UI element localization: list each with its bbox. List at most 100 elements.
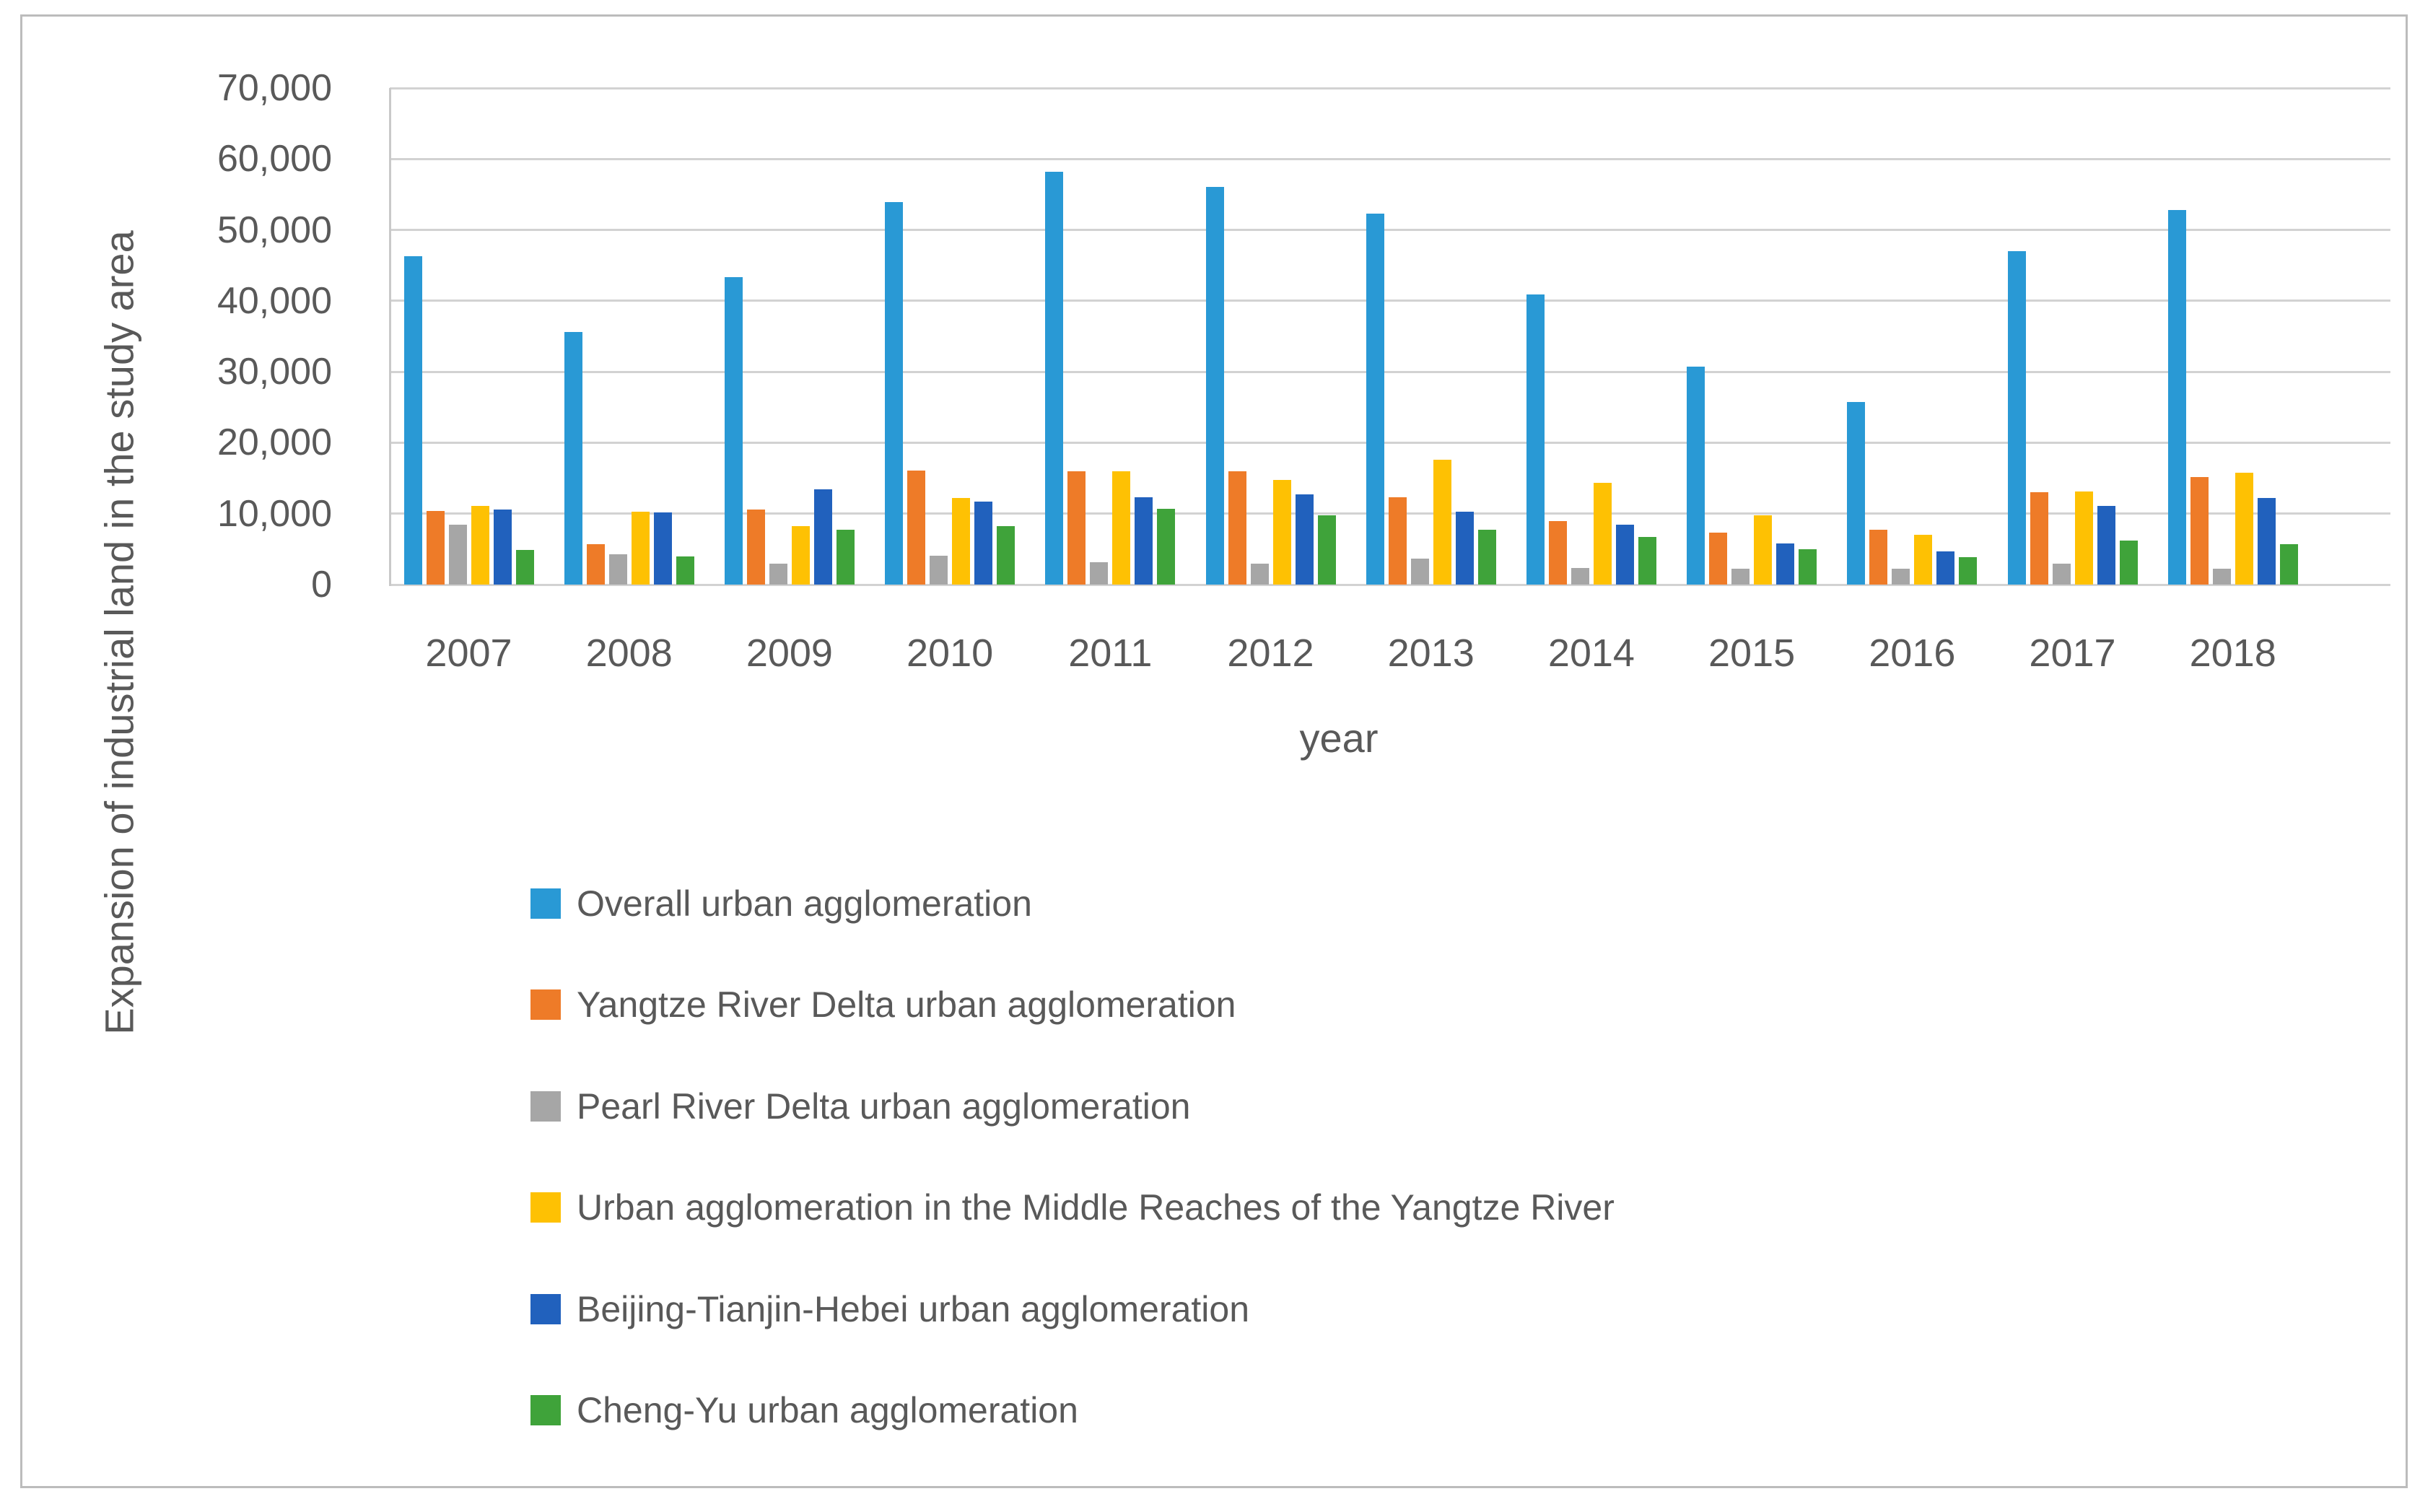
y-tick-label-30000: 30,000 <box>217 351 332 393</box>
y-tick-label-10000: 10,000 <box>217 492 332 535</box>
bar-2013-series-4 <box>1455 511 1474 585</box>
bar-2018-series-0 <box>2167 210 2186 585</box>
x-tick-label-2010: 2010 <box>907 632 994 675</box>
legend-swatch-icon <box>530 888 561 919</box>
y-tick-label-0: 0 <box>311 564 332 606</box>
bar-2012-series-0 <box>1205 186 1224 585</box>
bar-2010-series-3 <box>952 498 971 585</box>
bar-2012-series-4 <box>1295 494 1314 585</box>
legend-item-2: Pearl River Delta urban agglomeration <box>530 1087 1190 1126</box>
bar-2012-series-5 <box>1317 515 1336 585</box>
bar-2014-series-5 <box>1638 537 1656 585</box>
bar-2007-series-3 <box>471 505 489 585</box>
y-tick-label-50000: 50,000 <box>217 209 332 251</box>
bar-2012-series-2 <box>1250 564 1269 585</box>
gridline-0 <box>390 583 2390 586</box>
x-tick-label-2008: 2008 <box>585 632 673 675</box>
legend-swatch-icon <box>530 989 561 1021</box>
bar-2014-series-1 <box>1548 520 1567 585</box>
bar-2011-series-5 <box>1157 508 1176 585</box>
bar-2010-series-5 <box>997 526 1015 585</box>
bar-2007-series-1 <box>426 510 445 585</box>
gridline-40000 <box>390 300 2390 302</box>
bar-2015-series-5 <box>1799 549 1817 585</box>
y-tick-label-70000: 70,000 <box>217 67 332 109</box>
bar-2016-series-4 <box>1936 551 1955 585</box>
bar-2014-series-4 <box>1615 525 1634 585</box>
x-tick-label-2013: 2013 <box>1387 632 1475 675</box>
x-tick-label-2015: 2015 <box>1708 632 1796 675</box>
bar-2015-series-3 <box>1754 515 1773 585</box>
bar-2018-series-3 <box>2235 472 2253 585</box>
legend-swatch-icon <box>530 1192 561 1223</box>
bar-2016-series-3 <box>1914 535 1933 585</box>
bar-2013-series-5 <box>1477 530 1496 585</box>
bar-2018-series-5 <box>2279 543 2298 585</box>
legend-item-3: Urban agglomeration in the Middle Reache… <box>530 1188 1615 1227</box>
bar-2016-series-2 <box>1892 569 1910 585</box>
bar-2007-series-2 <box>448 525 467 585</box>
bar-2014-series-2 <box>1571 568 1589 585</box>
bar-2010-series-4 <box>974 502 993 585</box>
legend-swatch-icon <box>530 1395 561 1425</box>
y-tick-label-40000: 40,000 <box>217 279 332 322</box>
x-tick-label-2018: 2018 <box>2189 632 2276 675</box>
legend-label: Overall urban agglomeration <box>577 883 1032 924</box>
bar-2011-series-4 <box>1135 497 1153 585</box>
gridline-50000 <box>390 229 2390 232</box>
bar-2016-series-1 <box>1869 530 1888 585</box>
bar-2013-series-0 <box>1366 213 1384 585</box>
legend-label: Yangtze River Delta urban agglomeration <box>577 984 1236 1026</box>
bar-2009-series-1 <box>746 509 765 585</box>
bar-2015-series-1 <box>1709 533 1728 585</box>
bar-2010-series-2 <box>930 555 948 585</box>
bar-2011-series-1 <box>1067 471 1086 585</box>
y-tick-label-20000: 20,000 <box>217 421 332 464</box>
bar-2013-series-2 <box>1410 558 1429 585</box>
gridline-70000 <box>390 87 2390 89</box>
bar-2016-series-0 <box>1847 402 1866 585</box>
bar-2007-series-0 <box>403 255 422 585</box>
y-tick-label-60000: 60,000 <box>217 138 332 180</box>
bar-2018-series-2 <box>2212 569 2231 585</box>
bar-2012-series-1 <box>1228 471 1246 585</box>
legend-swatch-icon <box>530 1293 561 1324</box>
legend-item-1: Yangtze River Delta urban agglomeration <box>530 985 1236 1024</box>
legend-item-5: Cheng-Yu urban agglomeration <box>530 1391 1078 1430</box>
x-tick-label-2016: 2016 <box>1869 632 1956 675</box>
x-tick-label-2011: 2011 <box>1068 632 1153 675</box>
gridline-60000 <box>390 157 2390 160</box>
bar-2008-series-0 <box>564 332 582 585</box>
bar-2012-series-3 <box>1272 479 1291 585</box>
bar-2009-series-3 <box>791 526 810 585</box>
bar-2008-series-1 <box>586 543 605 585</box>
y-axis-line <box>389 88 391 586</box>
bar-2009-series-2 <box>769 564 787 585</box>
bar-2010-series-1 <box>907 470 926 585</box>
legend-label: Urban agglomeration in the Middle Reache… <box>577 1187 1615 1228</box>
legend-label: Pearl River Delta urban agglomeration <box>577 1085 1191 1127</box>
bar-2008-series-5 <box>676 556 694 585</box>
bar-2010-series-0 <box>885 202 904 585</box>
bar-2015-series-0 <box>1687 367 1705 585</box>
bar-2008-series-4 <box>653 512 672 585</box>
bar-2016-series-5 <box>1959 556 1978 585</box>
legend-item-0: Overall urban agglomeration <box>530 884 1032 923</box>
gridline-30000 <box>390 370 2390 373</box>
legend-item-4: Beijing-Tianjin-Hebei urban agglomeratio… <box>530 1290 1249 1329</box>
bar-2009-series-0 <box>724 277 743 585</box>
x-axis-title: year <box>1299 715 1379 761</box>
bar-2014-series-3 <box>1593 483 1612 585</box>
bar-2018-series-1 <box>2190 476 2209 585</box>
bar-2015-series-4 <box>1776 543 1795 585</box>
bar-2011-series-3 <box>1112 471 1131 585</box>
x-tick-label-2009: 2009 <box>746 632 833 675</box>
bar-2017-series-2 <box>2052 564 2071 585</box>
bar-2008-series-2 <box>608 554 627 585</box>
bar-2011-series-2 <box>1090 561 1109 585</box>
bar-2007-series-5 <box>515 549 534 585</box>
bar-2017-series-4 <box>2097 505 2115 585</box>
x-tick-label-2007: 2007 <box>425 632 512 675</box>
bar-2014-series-0 <box>1526 294 1545 585</box>
